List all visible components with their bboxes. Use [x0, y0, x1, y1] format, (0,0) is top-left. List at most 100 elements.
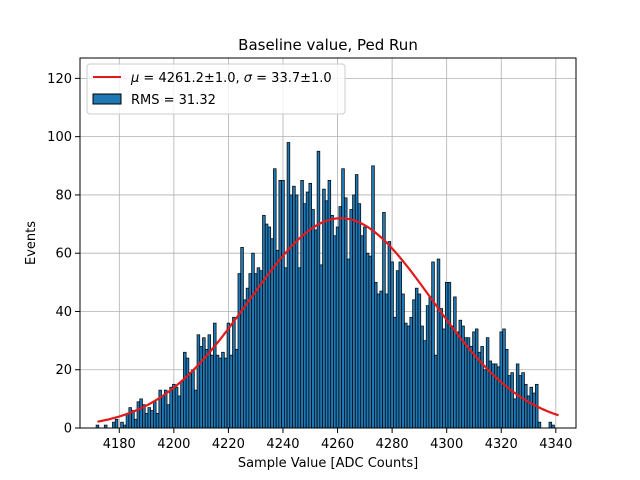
histogram-bar	[292, 185, 296, 429]
histogram-bar	[423, 340, 427, 429]
histogram-bar	[281, 180, 285, 429]
histogram-bar	[537, 421, 542, 429]
histogram-bar	[354, 174, 359, 429]
y-tick-label: 80	[55, 188, 72, 203]
histogram-bar	[221, 351, 225, 429]
histogram-bar	[395, 270, 400, 429]
x-tick-label: 4340	[539, 437, 572, 452]
histogram-bar	[234, 348, 239, 429]
histogram-bar	[480, 346, 484, 429]
histogram-bar	[150, 410, 154, 429]
histogram-bar	[223, 357, 228, 429]
histogram-bar	[434, 354, 438, 429]
legend-fit-label: μ = 4261.2±1.0, σ = 33.7±1.0	[130, 71, 332, 86]
histogram-bar	[183, 351, 187, 429]
histogram-bar	[180, 381, 184, 429]
x-tick-label: 4200	[157, 437, 190, 452]
histogram-bar	[267, 226, 272, 429]
histogram-bar	[387, 241, 392, 429]
histogram-bar	[496, 366, 501, 429]
histogram-bar	[133, 418, 138, 429]
histogram-bar	[518, 375, 523, 429]
histogram-bar	[324, 200, 329, 429]
histogram-bar	[344, 197, 348, 429]
histogram-bar	[494, 363, 498, 429]
histogram-bar	[311, 209, 315, 429]
histogram-bar	[229, 354, 233, 429]
histogram-bar	[262, 214, 266, 429]
histogram-bar	[513, 398, 517, 429]
histogram-bar	[153, 401, 157, 429]
histogram-bar	[365, 252, 370, 429]
histogram-bar	[207, 334, 212, 429]
histogram-bar	[409, 316, 413, 429]
histogram-bar	[128, 407, 132, 429]
histogram-bar	[253, 273, 258, 429]
histogram-bar	[289, 194, 293, 429]
histogram-bar	[404, 322, 408, 429]
histogram-bar	[450, 325, 454, 429]
histogram-bar	[425, 305, 430, 429]
x-axis-label: Sample Value [ADC Counts]	[238, 456, 418, 471]
histogram-bar	[330, 214, 334, 429]
x-tick-label: 4320	[485, 437, 518, 452]
histogram-bar	[469, 346, 473, 429]
histogram-bar	[390, 261, 394, 429]
histogram-bar	[352, 194, 356, 429]
histogram-bar	[196, 334, 201, 429]
histogram-bar	[483, 369, 487, 429]
y-tick-label: 120	[47, 72, 72, 87]
histogram-bar	[172, 383, 176, 429]
histogram-bar	[436, 258, 441, 429]
histogram-bar	[444, 281, 449, 429]
histogram-bar	[240, 247, 244, 429]
histogram-bar	[379, 290, 383, 429]
histogram-bar	[114, 418, 119, 429]
histogram-bar	[333, 235, 337, 429]
histogram-bar	[472, 331, 476, 429]
y-tick-label: 40	[55, 305, 72, 320]
histogram-bar	[406, 325, 411, 429]
x-tick-label: 4220	[212, 437, 245, 452]
histogram-bar	[510, 372, 514, 429]
histogram-bar	[363, 226, 367, 429]
histogram-bar	[548, 421, 553, 429]
histogram-bar	[327, 180, 332, 429]
histogram-bar	[273, 168, 277, 429]
histogram-bar	[341, 168, 345, 429]
histogram-bar	[294, 194, 299, 429]
histogram-bar	[382, 212, 386, 429]
histogram-bar	[464, 337, 468, 429]
histogram-bar	[191, 369, 195, 429]
histogram-bar	[185, 357, 190, 429]
histogram-bar	[398, 261, 403, 429]
histogram-bar	[264, 223, 269, 429]
histogram-bar	[346, 258, 351, 429]
histogram-bar	[357, 203, 362, 429]
histogram-bar	[193, 389, 198, 429]
histogram-bar	[218, 357, 222, 429]
histogram-bar	[308, 182, 312, 429]
histogram-bar	[319, 264, 323, 429]
histogram-bar	[439, 308, 443, 429]
histogram-bar	[297, 267, 302, 429]
x-tick-label: 4180	[103, 437, 136, 452]
histogram-bar	[215, 354, 220, 429]
histogram-bar	[300, 180, 304, 429]
histogram-bar	[417, 293, 422, 429]
y-axis-ticks: 0 20 40 60 80 100 120	[47, 72, 80, 437]
histogram-bar	[349, 209, 353, 429]
histogram-bar	[335, 226, 340, 429]
y-tick-label: 20	[55, 363, 72, 378]
histogram-bar	[243, 299, 247, 429]
histogram-bar	[161, 395, 165, 429]
histogram-bar	[371, 165, 375, 429]
x-axis-ticks: 4180 4200 4220 4240 4260 4280 4300 4320 4340	[103, 428, 572, 452]
histogram-bar	[466, 337, 471, 429]
histogram-bar	[174, 386, 179, 429]
histogram-bar	[455, 331, 460, 429]
x-tick-label: 4280	[376, 437, 409, 452]
histogram-bar	[524, 383, 528, 429]
histogram-bar	[226, 322, 231, 429]
